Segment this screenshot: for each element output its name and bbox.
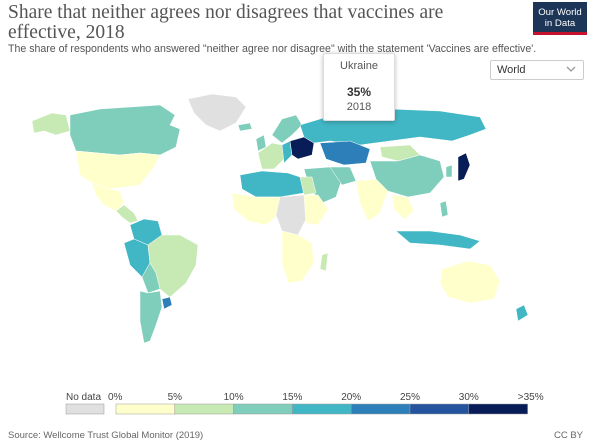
legend-tick-label: 20%: [341, 392, 361, 403]
legend-tick-label: 30%: [459, 392, 479, 403]
country-east-africa[interactable]: [303, 194, 329, 226]
logo-line-1: Our World: [538, 7, 582, 18]
chart-subtitle: The share of respondents who answered "n…: [8, 43, 537, 55]
country-indonesia[interactable]: [395, 230, 481, 250]
legend-bin[interactable]: [468, 403, 528, 415]
legend-bin[interactable]: [409, 403, 470, 415]
country-north-africa[interactable]: [239, 170, 305, 198]
country-japan[interactable]: [457, 152, 471, 182]
legend-tick-label: 0%: [108, 392, 123, 403]
country-bolivia[interactable]: [141, 262, 161, 294]
chart-title: Share that neither agrees nor disagrees …: [8, 2, 444, 43]
chevron-down-icon: [566, 66, 576, 72]
country-alaska[interactable]: [31, 112, 71, 136]
map-tooltip: Ukraine 35% 2018: [323, 53, 395, 121]
country-argentina[interactable]: [139, 290, 163, 344]
logo-line-2: in Data: [544, 18, 576, 29]
country-kazakhstan[interactable]: [319, 140, 371, 166]
country-india[interactable]: [355, 178, 389, 222]
country-new-zealand[interactable]: [515, 304, 529, 322]
legend-tick-label: 5%: [168, 392, 183, 403]
owid-logo[interactable]: Our World in Data: [533, 2, 587, 35]
license-link[interactable]: CC BY: [553, 430, 583, 441]
tooltip-value: 35%: [346, 85, 372, 99]
country-uruguay[interactable]: [161, 296, 173, 310]
country-iceland[interactable]: [237, 122, 253, 132]
legend-bin[interactable]: [292, 403, 352, 415]
source-note: Source: Wellcome Trust Global Monitor (2…: [8, 430, 204, 441]
country-mexico[interactable]: [91, 182, 125, 212]
legend-tick-label: 25%: [400, 392, 420, 403]
tooltip-country: Ukraine: [340, 60, 378, 72]
country-philippines[interactable]: [439, 200, 449, 218]
legend-no-data-swatch[interactable]: [65, 403, 105, 415]
country-usa[interactable]: [75, 150, 161, 190]
legend-tick-label: 15%: [282, 392, 302, 403]
country-central-africa[interactable]: [275, 194, 309, 236]
legend-tick-label: 10%: [224, 392, 244, 403]
region-select[interactable]: World: [490, 60, 584, 80]
legend-bin[interactable]: [115, 403, 176, 415]
color-legend: No data 0% 5% 10% 15% 20% 25% 30% >35%: [65, 392, 544, 415]
country-greenland[interactable]: [187, 93, 247, 132]
legend-tick-label: >35%: [518, 392, 544, 403]
country-west-africa[interactable]: [231, 192, 283, 226]
world-map[interactable]: [0, 85, 591, 385]
country-southeast-asia[interactable]: [391, 194, 415, 220]
country-southern-africa[interactable]: [281, 230, 315, 284]
country-central-america[interactable]: [115, 204, 139, 224]
legend-bin[interactable]: [350, 403, 411, 415]
legend-no-data-label: No data: [66, 392, 101, 403]
country-korea[interactable]: [445, 164, 453, 178]
country-australia[interactable]: [439, 260, 501, 304]
tooltip-year: 2018: [346, 101, 372, 113]
country-madagascar[interactable]: [319, 252, 329, 272]
country-canada[interactable]: [69, 104, 181, 156]
region-select-value: World: [497, 64, 526, 76]
legend-bin[interactable]: [174, 403, 234, 415]
legend-bin[interactable]: [233, 403, 293, 415]
country-egypt[interactable]: [299, 176, 317, 196]
